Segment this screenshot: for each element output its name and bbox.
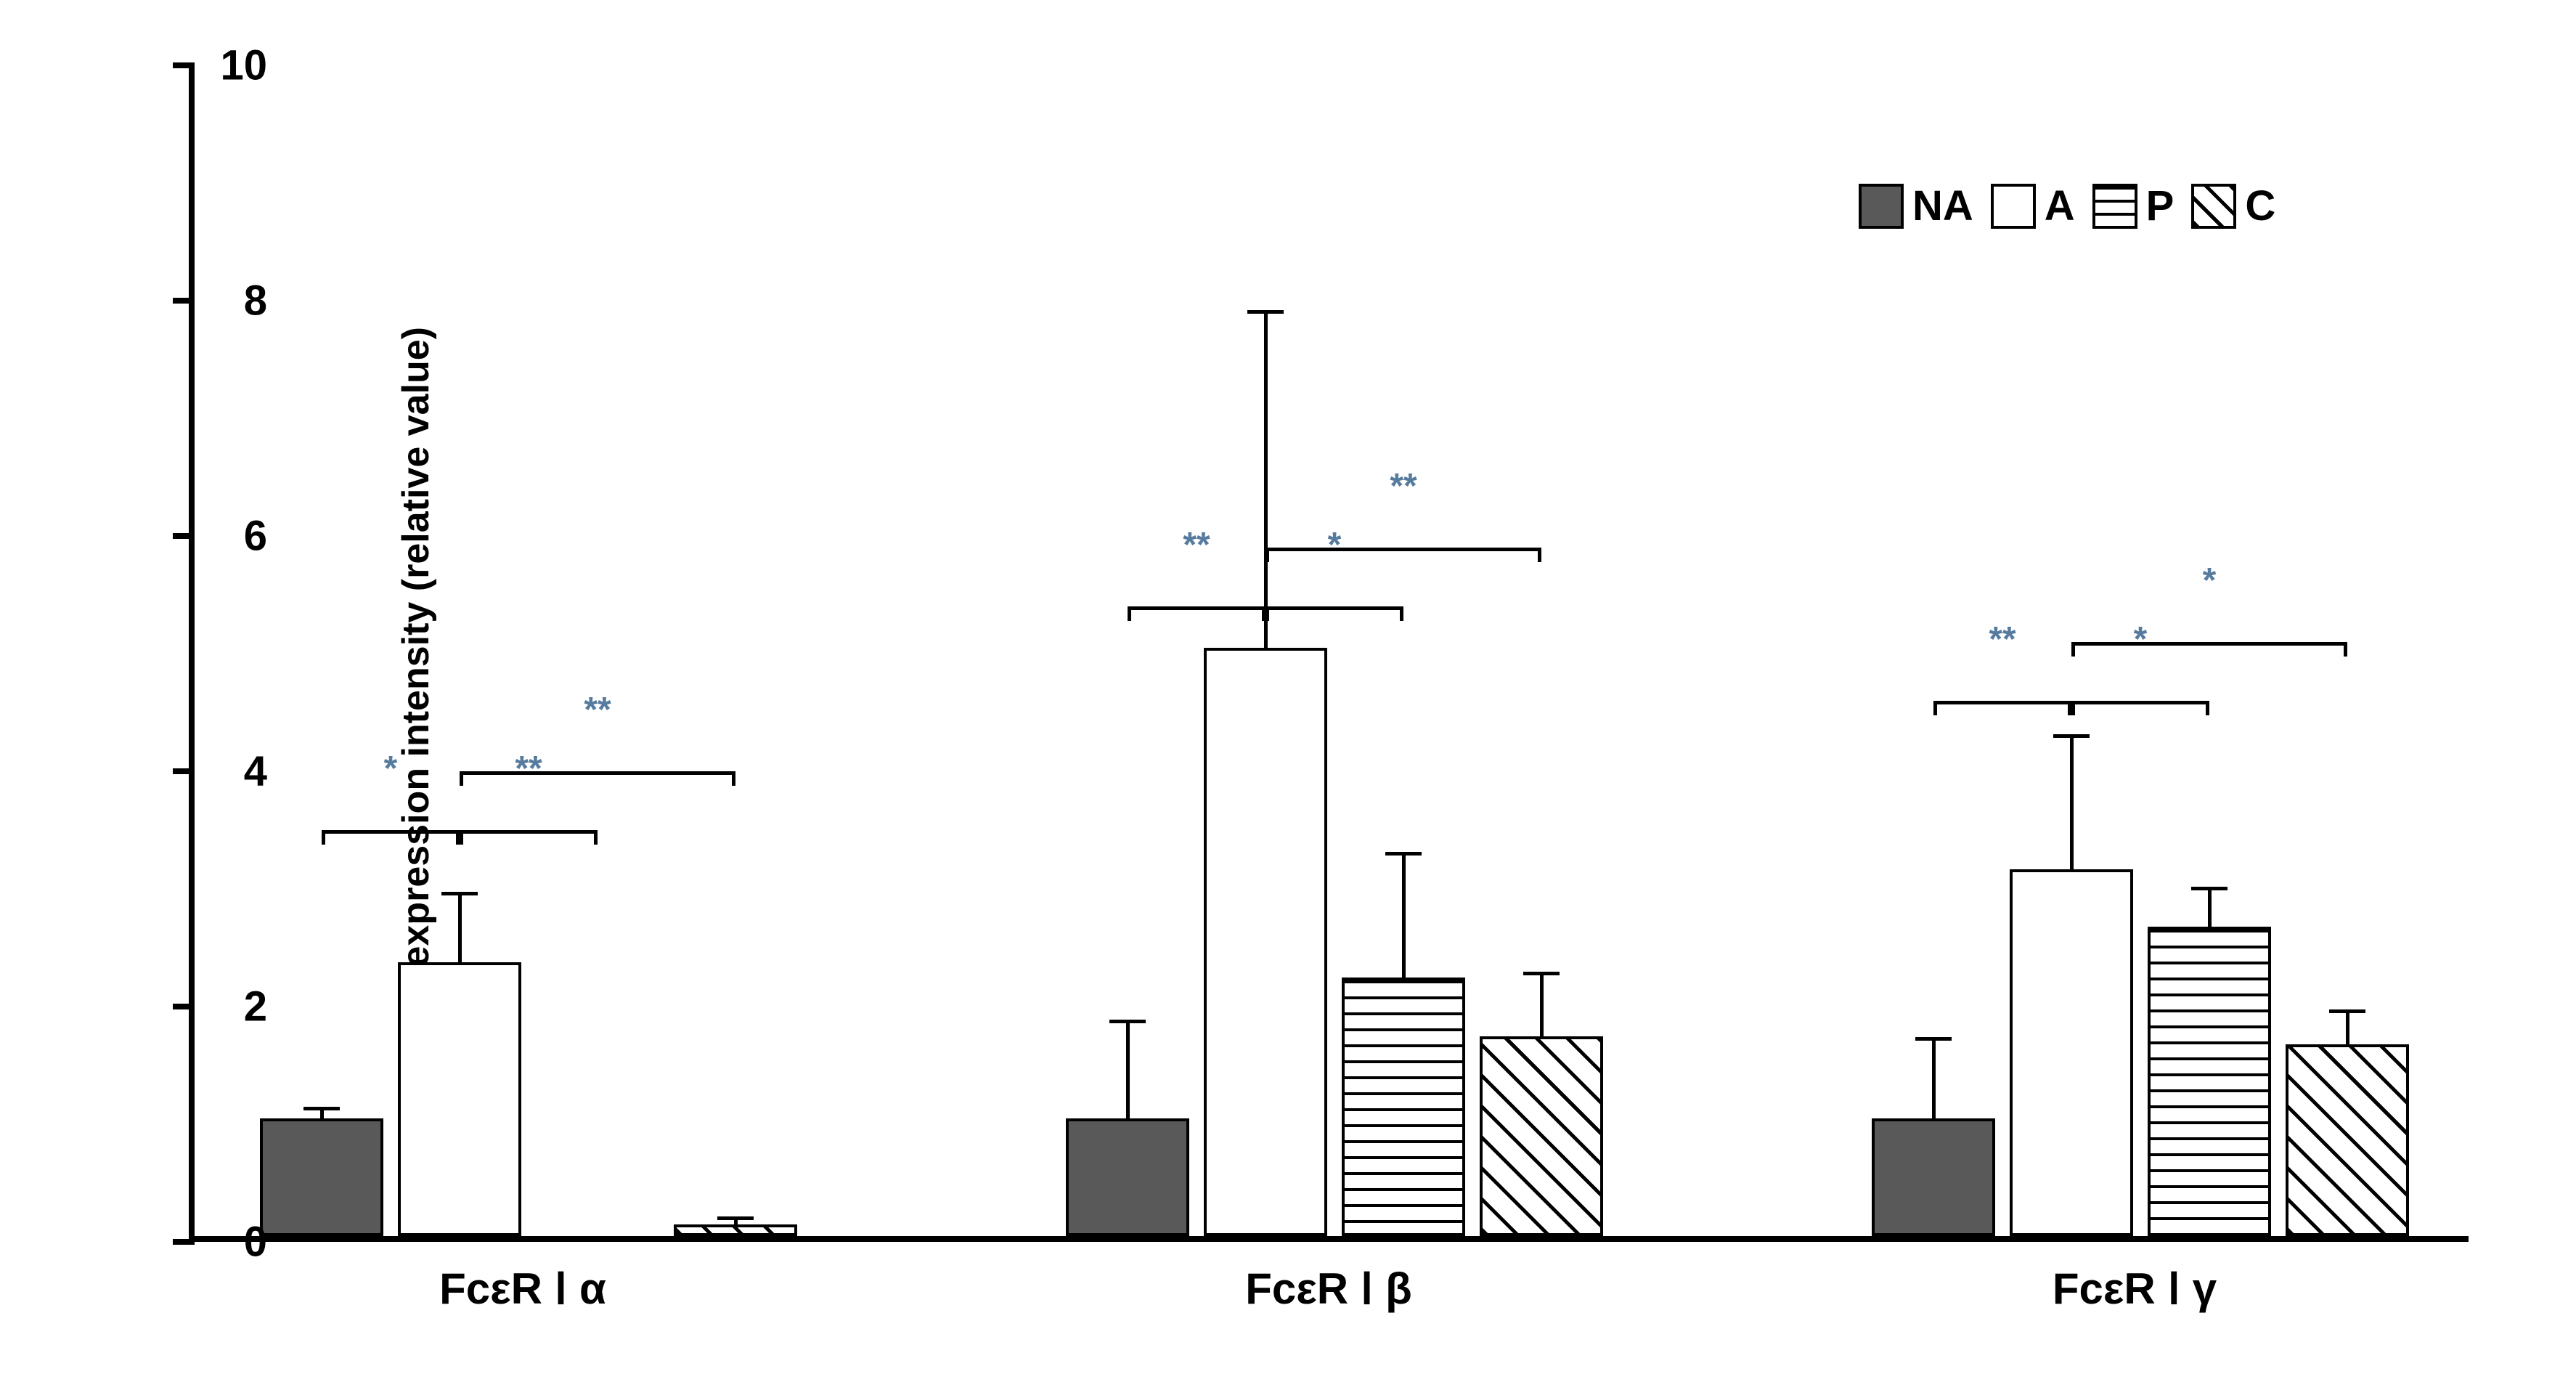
error-cap — [1385, 852, 1422, 856]
significance-label: ** — [584, 690, 611, 730]
error-cap — [2191, 887, 2227, 890]
legend-label: P — [2146, 182, 2174, 230]
legend-item-na: NA — [1859, 182, 1973, 230]
error-bar — [2346, 1012, 2349, 1044]
legend-item-a: A — [1991, 182, 2075, 230]
error-bar — [458, 894, 462, 962]
error-bar — [1264, 312, 1268, 648]
legend-swatch — [2092, 184, 2137, 229]
significance-bracket — [2071, 642, 2347, 657]
chart-container: Gene expression intensity (relative valu… — [0, 0, 2576, 1398]
legend-label: C — [2245, 182, 2275, 230]
bar-FcεRⅠγ-a — [2010, 869, 2133, 1236]
bar-FcεRⅠβ-a — [1204, 648, 1327, 1236]
error-bar — [1402, 854, 1406, 978]
y-tick — [173, 62, 195, 68]
error-bar — [1126, 1022, 1130, 1118]
significance-label: ** — [1183, 525, 1210, 565]
significance-label: ** — [1390, 466, 1417, 506]
error-bar — [1540, 974, 1544, 1036]
legend-swatch — [1859, 184, 1904, 229]
plot-area: ************** — [189, 65, 2469, 1242]
y-tick-label: 10 — [220, 41, 267, 90]
error-cap — [1247, 310, 1284, 314]
error-bar — [2208, 889, 2212, 927]
error-bar — [2070, 736, 2074, 869]
error-cap — [717, 1216, 754, 1220]
error-cap — [2053, 734, 2090, 738]
error-cap — [303, 1107, 340, 1110]
bar-FcεRⅠα-a — [398, 962, 521, 1236]
y-tick — [173, 533, 195, 539]
x-category-label: FcεR Ⅰ α — [439, 1264, 606, 1314]
significance-bracket — [1128, 606, 1265, 621]
significance-bracket — [1265, 606, 1403, 621]
bar-FcεRⅠβ-na — [1066, 1118, 1189, 1236]
legend-item-c: C — [2191, 182, 2275, 230]
legend-swatch — [2191, 184, 2236, 229]
x-category-label: FcεR Ⅰ γ — [2053, 1264, 2217, 1314]
significance-bracket — [1265, 548, 1541, 562]
y-tick-label: 6 — [244, 512, 267, 561]
error-cap — [1523, 972, 1560, 975]
bar-FcεRⅠβ-c — [1480, 1036, 1603, 1236]
y-tick — [173, 298, 195, 304]
significance-bracket — [1933, 701, 2071, 715]
significance-label: * — [2203, 561, 2217, 601]
error-cap — [2329, 1009, 2365, 1013]
y-tick — [173, 768, 195, 774]
significance-bracket — [460, 830, 598, 845]
legend: NA A P C — [1859, 182, 2275, 230]
bar-FcεRⅠγ-c — [2286, 1044, 2409, 1236]
significance-bracket — [322, 830, 460, 845]
legend-label: A — [2045, 182, 2075, 230]
significance-bracket — [460, 771, 735, 786]
y-tick — [173, 1004, 195, 1009]
y-tick — [173, 1239, 195, 1245]
bar-FcεRⅠβ-p — [1342, 978, 1465, 1236]
error-cap — [441, 892, 478, 895]
bar-FcεRⅠγ-na — [1872, 1118, 1995, 1236]
y-tick-label: 2 — [244, 983, 267, 1031]
y-tick-label: 8 — [244, 277, 267, 325]
error-cap — [1915, 1037, 1952, 1041]
bar-FcεRⅠα-na — [260, 1118, 383, 1236]
significance-label: * — [384, 749, 398, 789]
significance-label: ** — [1989, 619, 2015, 659]
x-category-label: FcεR Ⅰ β — [1245, 1264, 1411, 1314]
bar-FcεRⅠα-c — [674, 1224, 797, 1236]
error-bar — [1932, 1039, 1936, 1118]
legend-swatch — [1991, 184, 2036, 229]
y-tick-label: 0 — [244, 1218, 267, 1267]
error-cap — [1109, 1020, 1146, 1023]
legend-label: NA — [1912, 182, 1973, 230]
significance-bracket — [2071, 701, 2209, 715]
y-tick-label: 4 — [244, 747, 267, 796]
legend-item-p: P — [2092, 182, 2174, 230]
bar-FcεRⅠγ-p — [2148, 927, 2271, 1236]
